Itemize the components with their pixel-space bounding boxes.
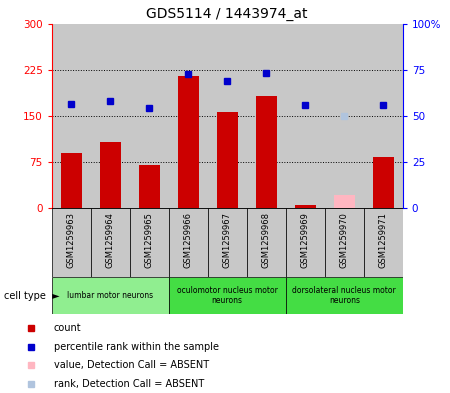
Bar [247,24,286,208]
Bar [286,208,325,277]
Bar [333,195,355,208]
Bar [169,208,208,277]
Bar [139,165,160,208]
Bar [364,208,403,277]
Bar [52,208,91,277]
Bar [286,277,403,314]
Text: GSM1259971: GSM1259971 [379,212,388,268]
Bar [52,277,169,314]
Bar [208,208,247,277]
Text: GSM1259964: GSM1259964 [106,212,115,268]
Bar [130,24,169,208]
Text: percentile rank within the sample: percentile rank within the sample [54,342,219,351]
Text: GSM1259969: GSM1259969 [301,212,310,268]
Bar [177,76,199,208]
Bar [99,142,121,208]
Text: GSM1259963: GSM1259963 [67,212,76,268]
Text: value, Detection Call = ABSENT: value, Detection Call = ABSENT [54,360,209,370]
Bar [373,156,394,208]
Bar [91,24,130,208]
Text: GSM1259968: GSM1259968 [262,212,271,268]
Bar [247,208,286,277]
Bar [169,24,208,208]
Bar [208,24,247,208]
Text: oculomotor nucleus motor
neurons: oculomotor nucleus motor neurons [177,286,278,305]
Bar [294,205,316,208]
Bar [286,24,325,208]
Text: cell type  ►: cell type ► [4,291,60,301]
Bar [364,24,403,208]
Text: count: count [54,323,81,333]
Bar [325,208,364,277]
Bar [325,24,364,208]
Text: GSM1259965: GSM1259965 [145,212,154,268]
Text: GSM1259966: GSM1259966 [184,212,193,268]
Text: dorsolateral nucleus motor
neurons: dorsolateral nucleus motor neurons [292,286,396,305]
Bar [169,277,286,314]
Bar [52,24,91,208]
Bar [216,112,238,208]
Text: rank, Detection Call = ABSENT: rank, Detection Call = ABSENT [54,379,204,389]
Bar [256,96,277,208]
Text: lumbar motor neurons: lumbar motor neurons [67,291,153,300]
Text: GSM1259970: GSM1259970 [340,212,349,268]
Title: GDS5114 / 1443974_at: GDS5114 / 1443974_at [147,7,308,21]
Bar [91,208,130,277]
Bar [130,208,169,277]
Bar [60,153,82,208]
Text: GSM1259967: GSM1259967 [223,212,232,268]
